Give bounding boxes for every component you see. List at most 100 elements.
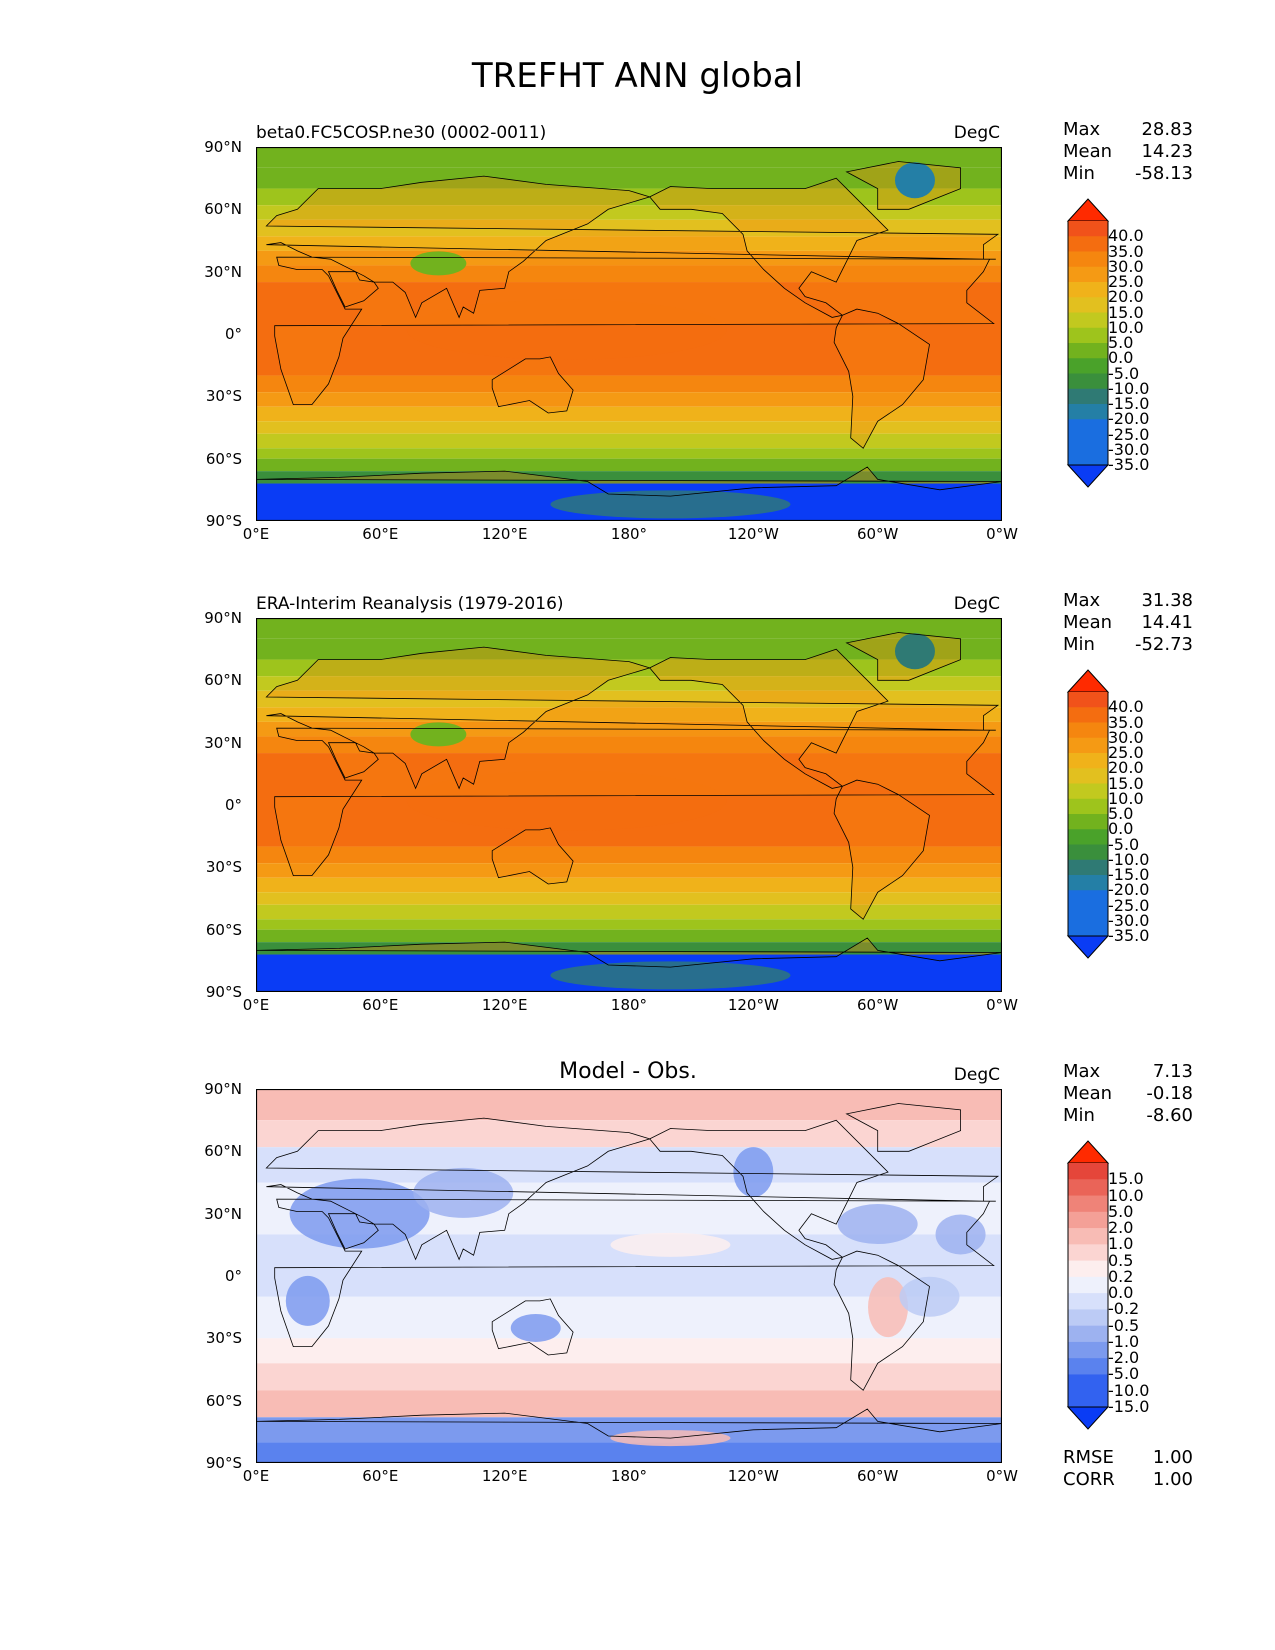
longitude-tick-label: 60°W bbox=[856, 525, 899, 543]
latitude-tick-label: 90°S bbox=[205, 983, 242, 1001]
colorbar-tick-label: -20.0 bbox=[1108, 880, 1150, 900]
stat-value: -58.13 bbox=[1134, 163, 1193, 184]
colorbar-segment bbox=[1068, 783, 1108, 800]
colorbar-tick-label: 30.0 bbox=[1108, 727, 1144, 747]
units-label: DegC bbox=[953, 123, 1000, 143]
colorbar-tick-label: -10.0 bbox=[1108, 1380, 1150, 1400]
metric-label: RMSE bbox=[1063, 1447, 1114, 1468]
difference-anomaly bbox=[413, 1167, 514, 1218]
colorbar-frame bbox=[1067, 1163, 1109, 1407]
latitude-tick-label: 30°S bbox=[205, 1329, 242, 1348]
latitude-tick-label: 30°N bbox=[204, 262, 242, 281]
temperature-band bbox=[256, 421, 1002, 434]
colorbar-segment bbox=[1068, 1179, 1108, 1197]
ross-ice-shelf bbox=[550, 961, 791, 990]
temperature-band bbox=[256, 433, 1002, 449]
colorbar-segment bbox=[1068, 419, 1108, 435]
colorbar-segment bbox=[1068, 692, 1108, 708]
latitude-tick-label: 30°S bbox=[205, 858, 242, 877]
coastlines bbox=[256, 1103, 1002, 1439]
colorbar-segment bbox=[1068, 282, 1108, 298]
latitude-tick-label: 60°N bbox=[204, 671, 242, 690]
colorbar-tick-label: -25.0 bbox=[1108, 424, 1150, 444]
tibet-plateau bbox=[410, 722, 467, 747]
colorbar-tick-label: 5.0 bbox=[1108, 804, 1134, 823]
difference-band bbox=[256, 1442, 1002, 1463]
stat-label: Min bbox=[1063, 1105, 1095, 1126]
temperature-band bbox=[256, 919, 1002, 930]
colorbar-segment bbox=[1068, 737, 1108, 754]
longitude-tick-label: 120°W bbox=[727, 525, 779, 543]
metrics-box: RMSE 1.00 CORR 1.00 bbox=[1063, 1447, 1193, 1491]
stat-label: Max bbox=[1063, 590, 1101, 611]
stat-label: Min bbox=[1063, 163, 1095, 184]
longitude-tick-label: 120°E bbox=[481, 525, 528, 543]
longitude-tick-label: 120°E bbox=[481, 996, 528, 1014]
stat-value: 31.38 bbox=[1141, 590, 1193, 611]
latitude-tick-label: 0° bbox=[224, 796, 242, 814]
colorbar-segment bbox=[1068, 327, 1108, 344]
longitude-tick-label: 180° bbox=[610, 1467, 648, 1485]
colorbar-tick-label: 25.0 bbox=[1108, 272, 1144, 291]
colorbar-segment bbox=[1068, 404, 1108, 420]
difference-anomaly bbox=[510, 1313, 561, 1342]
latitude-tick-label: 0° bbox=[224, 325, 242, 343]
colorbar-min-extension bbox=[1066, 464, 1110, 488]
temperature-band bbox=[256, 618, 1002, 639]
colorbar-tick-label: -2.0 bbox=[1108, 1348, 1140, 1368]
latitude-tick-label: 60°S bbox=[205, 920, 242, 939]
colorbar-segment bbox=[1068, 722, 1108, 739]
colorbar-tick-label: -10.0 bbox=[1108, 378, 1150, 398]
colorbar-segment bbox=[1068, 829, 1108, 845]
colorbar-tick-label: 5.0 bbox=[1108, 333, 1134, 352]
longitude-tick-label: 60°E bbox=[362, 525, 399, 543]
longitude-tick-label: 120°W bbox=[727, 1467, 779, 1485]
longitude-tick-label: 180° bbox=[610, 525, 648, 543]
colorbar-tick-label: 15.0 bbox=[1108, 302, 1144, 322]
stats-box: Max 28.83 Mean 14.23 Min -58.13 bbox=[1063, 119, 1193, 185]
warm-pool bbox=[406, 299, 727, 360]
colorbar-segment bbox=[1068, 1293, 1108, 1310]
colorbar-min-extension bbox=[1066, 935, 1110, 959]
coastlines bbox=[256, 632, 1002, 968]
temperature-band bbox=[256, 638, 1002, 660]
difference-anomaly bbox=[610, 1232, 731, 1257]
colorbar-tick-label: 15.0 bbox=[1108, 1169, 1144, 1189]
colorbar-tick-label: 40.0 bbox=[1108, 226, 1144, 246]
temperature-band bbox=[256, 167, 1002, 189]
colorbar-tick-label: -25.0 bbox=[1108, 895, 1150, 915]
model-panel: beta0.FC5COSP.ne30 (0002-0011) DegC Max 2… bbox=[0, 119, 1275, 593]
model-temperature-map bbox=[256, 147, 1002, 521]
metric-label: CORR bbox=[1063, 1469, 1115, 1490]
longitude-tick-label: 0°W bbox=[986, 525, 1018, 543]
temperature-band bbox=[256, 929, 1002, 943]
temperature-band bbox=[256, 471, 1002, 484]
latitude-tick-label: 90°N bbox=[204, 1080, 242, 1098]
longitude-tick-label: 0°W bbox=[986, 996, 1018, 1014]
greenland-ice bbox=[894, 633, 935, 670]
colorbar-tick-label: 35.0 bbox=[1108, 241, 1144, 261]
obs-panel: ERA-Interim Reanalysis (1979-2016) DegC … bbox=[0, 590, 1275, 1064]
latitude-tick-label: 90°S bbox=[205, 1454, 242, 1472]
colorbar-segment bbox=[1068, 312, 1108, 329]
colorbar-segment bbox=[1068, 251, 1108, 268]
colorbar-tick-label: -15.0 bbox=[1108, 394, 1150, 413]
temperature-band bbox=[256, 375, 1002, 393]
latitude-tick-label: 60°S bbox=[205, 449, 242, 468]
warm-pool bbox=[406, 770, 727, 831]
colorbar-tick-label: -5.0 bbox=[1108, 834, 1140, 854]
temperature-band bbox=[256, 676, 1002, 691]
colorbar-tick-label: -1.0 bbox=[1108, 1331, 1140, 1351]
colorbar-tick-label: 0.0 bbox=[1108, 819, 1134, 839]
colorbar-segment bbox=[1068, 875, 1108, 891]
longitude-tick-label: 60°W bbox=[856, 996, 899, 1014]
latitude-tick-label: 30°N bbox=[204, 733, 242, 752]
colorbar-max-extension bbox=[1066, 1140, 1110, 1164]
latitude-tick-label: 0° bbox=[224, 1267, 242, 1285]
obs-temperature-map bbox=[256, 618, 1002, 992]
ross-ice-shelf bbox=[550, 490, 791, 519]
colorbar-max-extension bbox=[1066, 669, 1110, 693]
colorbar-tick-label: 10.0 bbox=[1108, 788, 1144, 808]
colorbar-segment bbox=[1068, 236, 1108, 252]
tibet-plateau bbox=[410, 251, 467, 276]
